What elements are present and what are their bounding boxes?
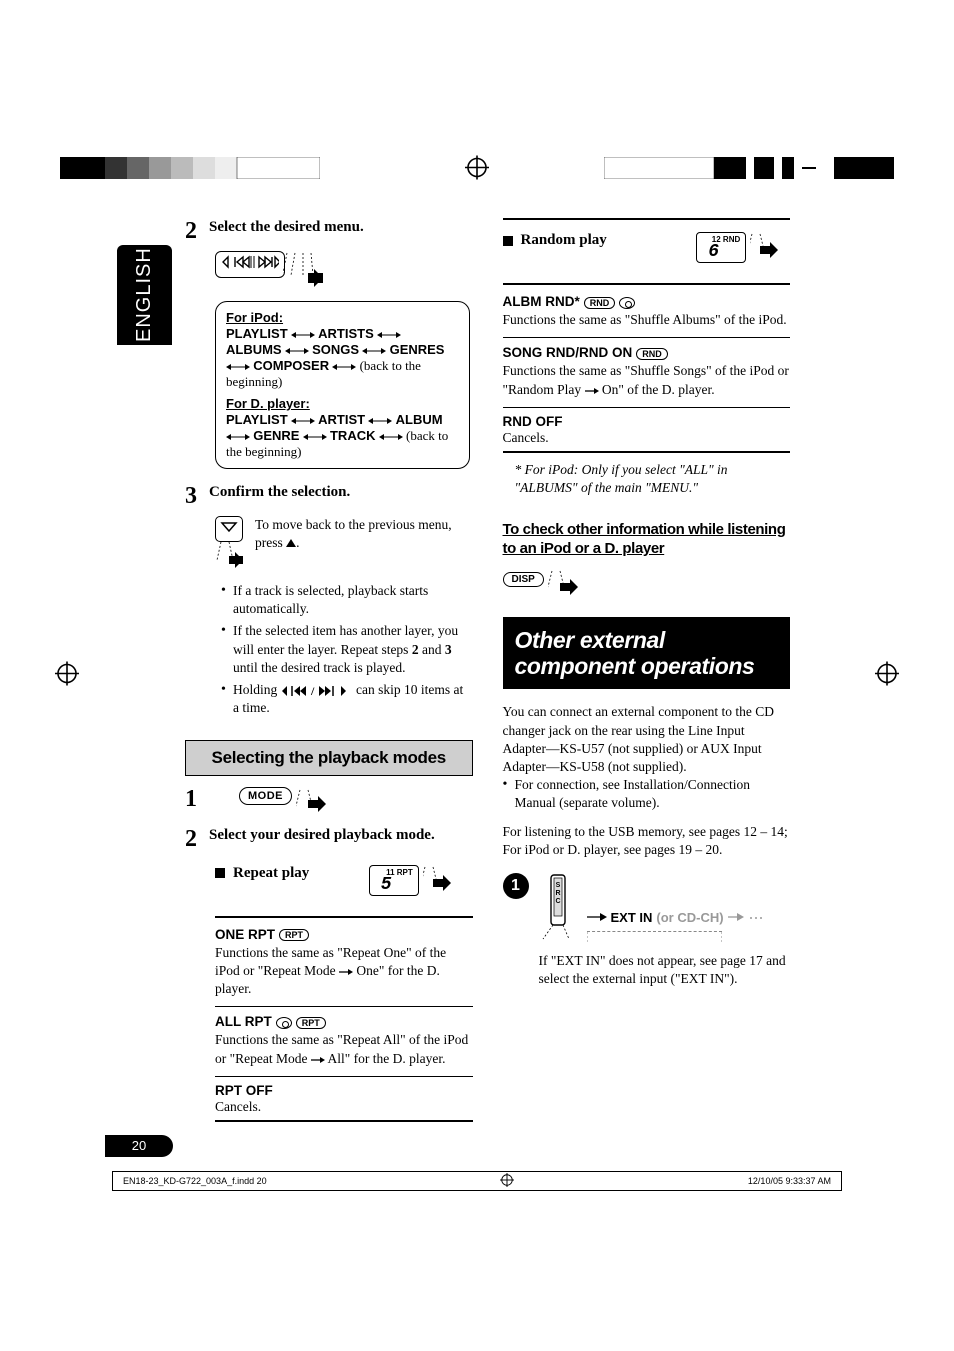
crosshair-icon bbox=[500, 1173, 514, 1189]
pill-badge: RND bbox=[636, 348, 668, 360]
ext-paragraph-1: You can connect an external component to… bbox=[503, 703, 791, 776]
ext-in-label: EXT IN bbox=[611, 910, 653, 925]
song-rnd-block: SONG RND/RND ON RND Functions the same a… bbox=[503, 344, 791, 398]
page-number-tab: 20 bbox=[105, 1135, 173, 1157]
step-number: 2 bbox=[185, 218, 197, 245]
pill-badge: RND bbox=[584, 297, 616, 309]
svg-text:C: C bbox=[555, 898, 560, 905]
step3-hint: To move back to the previous menu, press… bbox=[255, 516, 473, 572]
lcd-display: 12 RND 6 bbox=[696, 232, 746, 263]
footer-timestamp: 12/10/05 9:33:37 AM bbox=[748, 1176, 831, 1186]
step-number: 1 bbox=[185, 786, 197, 813]
disc-icon bbox=[619, 297, 635, 309]
src-knob-icon: S R C bbox=[535, 873, 581, 943]
menu-item: ARTIST bbox=[318, 412, 365, 427]
rnd-off-block: RND OFF Cancels. bbox=[503, 414, 791, 447]
rpt-off-block: RPT OFF Cancels. bbox=[215, 1083, 473, 1116]
step-text: Select the desired menu. bbox=[209, 219, 364, 235]
printer-marks-top bbox=[0, 155, 954, 185]
menu-item: SONGS bbox=[312, 342, 359, 357]
step-number: 3 bbox=[185, 483, 197, 510]
feature-text: Functions the same as "Repeat One" of th… bbox=[215, 944, 473, 999]
pill-badge: RPT bbox=[279, 929, 309, 941]
feature-title: RPT OFF bbox=[215, 1083, 473, 1098]
menu-item: PLAYLIST bbox=[226, 326, 288, 341]
nav-button-graphic bbox=[215, 251, 473, 291]
check-info-heading: To check other information while listeni… bbox=[503, 520, 791, 559]
menu-item: PLAYLIST bbox=[226, 412, 288, 427]
bullet-item: If a track is selected, playback starts … bbox=[221, 582, 469, 618]
mode-step2: 2 Select your desired playback mode. bbox=[185, 826, 473, 853]
left-column: 2 Select the desired menu. For iPod: PLA… bbox=[185, 218, 473, 1130]
feature-title: ONE RPT bbox=[215, 927, 275, 942]
pill-badge: RPT bbox=[296, 1017, 326, 1029]
bullet-item: For connection, see Installation/Connect… bbox=[503, 776, 751, 812]
ext-paragraph-2: For listening to the USB memory, see pag… bbox=[503, 823, 791, 859]
svg-text:R: R bbox=[555, 890, 560, 897]
menu-item: ARTISTS bbox=[318, 326, 374, 341]
print-footer: EN18-23_KD-G722_003A_f.indd 20 12/10/05 … bbox=[112, 1171, 842, 1191]
step-3: 3 Confirm the selection. bbox=[185, 483, 473, 510]
feature-text: Functions the same as "Shuffle Songs" of… bbox=[503, 362, 791, 398]
crosshair-icon bbox=[875, 661, 899, 690]
disc-icon bbox=[276, 1017, 292, 1029]
mode-step1: 1 MODE bbox=[185, 786, 473, 814]
crosshair-icon bbox=[465, 156, 489, 185]
feature-text: Cancels. bbox=[215, 1098, 473, 1116]
ext-step1: 1 S R C EXT IN (or CD-CH) bbox=[503, 873, 791, 946]
step-2: 2 Select the desired menu. bbox=[185, 218, 473, 245]
feature-title: ALBM RND* bbox=[503, 294, 580, 309]
step-text: Select your desired playback mode. bbox=[209, 827, 435, 843]
feature-title: RND OFF bbox=[503, 414, 791, 429]
footnote: * For iPod: Only if you select "ALL" in … bbox=[515, 461, 791, 497]
svg-text:S: S bbox=[555, 882, 560, 889]
menu-item: ALBUM bbox=[396, 412, 443, 427]
feature-title: SONG RND/RND ON bbox=[503, 345, 633, 360]
step-number: 2 bbox=[185, 826, 197, 853]
bullet-item: Holding / can skip 10 items at a time. bbox=[221, 681, 469, 717]
random-play-heading: Random play 12 RND 6 bbox=[503, 232, 791, 249]
circled-number: 1 bbox=[503, 873, 529, 899]
ext-bullets: For connection, see Installation/Connect… bbox=[503, 776, 751, 812]
repeat-play-heading: Repeat play 11 RPT 5 bbox=[215, 865, 473, 882]
feature-text: Functions the same as "Shuffle Albums" o… bbox=[503, 311, 791, 329]
dplayer-header: For D. player: bbox=[226, 396, 310, 411]
feature-text: Cancels. bbox=[503, 429, 791, 447]
confirm-graphic: To move back to the previous menu, press… bbox=[215, 516, 473, 572]
menu-sequence-box: For iPod: PLAYLIST ARTISTS ALBUMS SONGS … bbox=[215, 301, 470, 469]
step-text: Confirm the selection. bbox=[209, 484, 350, 500]
feature-text: Functions the same as "Repeat All" of th… bbox=[215, 1031, 473, 1067]
all-rpt-block: ALL RPT RPT Functions the same as "Repea… bbox=[215, 1013, 473, 1067]
menu-item: GENRE bbox=[253, 428, 299, 443]
menu-item: TRACK bbox=[330, 428, 376, 443]
crosshair-icon bbox=[55, 661, 79, 690]
ext-paragraph-3: If "EXT IN" does not appear, see page 17… bbox=[539, 952, 791, 988]
feature-title: ALL RPT bbox=[215, 1014, 272, 1029]
albm-rnd-block: ALBM RND* RND Functions the same as "Shu… bbox=[503, 293, 791, 329]
one-rpt-block: ONE RPT RPT Functions the same as "Repea… bbox=[215, 926, 473, 999]
menu-item: GENRES bbox=[390, 342, 445, 357]
ipod-header: For iPod: bbox=[226, 310, 283, 325]
bullet-item: If the selected item has another layer, … bbox=[221, 622, 469, 677]
section-black-heading: Other external component operations bbox=[503, 617, 791, 690]
svg-text:/: / bbox=[310, 685, 315, 697]
right-column: Random play 12 RND 6 ALBM RND* RND Funct… bbox=[503, 218, 791, 1130]
menu-item: ALBUMS bbox=[226, 342, 282, 357]
lcd-display: 11 RPT 5 bbox=[369, 865, 419, 896]
mode-button-graphic: MODE bbox=[239, 787, 292, 805]
disp-button-graphic: DISP bbox=[503, 569, 791, 599]
section-heading: Selecting the playback modes bbox=[185, 740, 473, 776]
menu-item: COMPOSER bbox=[253, 358, 329, 373]
step3-bullets: If a track is selected, playback starts … bbox=[221, 582, 469, 718]
ext-in-alt: (or CD-CH) bbox=[656, 910, 723, 925]
language-tab: ENGLISH bbox=[117, 245, 172, 345]
footer-file: EN18-23_KD-G722_003A_f.indd 20 bbox=[123, 1176, 267, 1186]
